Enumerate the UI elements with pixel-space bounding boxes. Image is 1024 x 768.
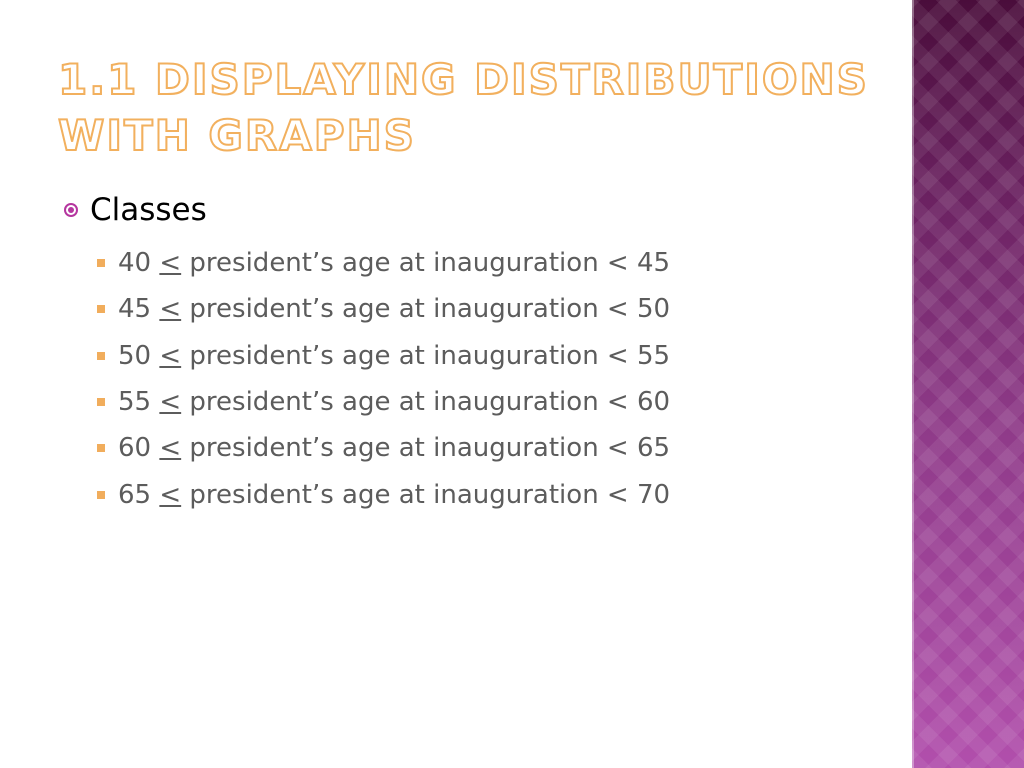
square-bullet-icon — [97, 398, 105, 407]
bullet-item-classes: Classes — [64, 188, 894, 232]
class-lower-bound: 40 — [118, 248, 152, 279]
bullet-text: Classes — [90, 192, 207, 228]
less-equal-sign: < — [159, 387, 182, 418]
list-item: 55 < president’s age at inauguration < 6… — [97, 379, 894, 425]
decorative-side-panel — [912, 0, 1024, 768]
class-upper-bound: 60 — [636, 387, 671, 418]
slide-title: 1.1 Displaying Distributions with Graphs — [57, 52, 898, 164]
class-lower-bound: 45 — [118, 294, 152, 325]
class-lower-bound: 55 — [118, 387, 152, 418]
class-description: president’s age at inauguration < — [181, 294, 637, 325]
slide-title-line-1: 1.1 Displaying Distributions — [57, 54, 869, 105]
square-bullet-icon — [97, 305, 105, 314]
less-equal-sign: < — [159, 294, 182, 325]
square-bullet-icon — [97, 259, 105, 268]
diamond-pattern — [912, 0, 1024, 768]
class-description: president’s age at inauguration < — [181, 479, 637, 510]
panel-divider — [912, 0, 914, 768]
circled-dot-icon — [64, 203, 78, 217]
square-bullet-icon — [97, 351, 105, 360]
slide-title-line-2: with Graphs — [57, 110, 416, 161]
class-description: president’s age at inauguration < — [181, 340, 637, 371]
square-bullet-icon — [97, 490, 105, 499]
list-item: 40 < president’s age at inauguration < 4… — [97, 240, 894, 286]
less-equal-sign: < — [159, 479, 182, 510]
class-upper-bound: 45 — [636, 248, 671, 279]
class-list: 40 < president’s age at inauguration < 4… — [64, 240, 894, 518]
list-item: 60 < president’s age at inauguration < 6… — [97, 425, 894, 471]
list-item: 65 < president’s age at inauguration < 7… — [97, 471, 894, 517]
class-description: president’s age at inauguration < — [181, 248, 637, 279]
less-equal-sign: < — [159, 433, 182, 464]
class-description: president’s age at inauguration < — [181, 433, 637, 464]
list-item: 50 < president’s age at inauguration < 5… — [97, 333, 894, 379]
class-upper-bound: 65 — [636, 433, 671, 464]
class-upper-bound: 55 — [636, 340, 671, 371]
class-lower-bound: 60 — [118, 433, 152, 464]
class-upper-bound: 70 — [636, 479, 671, 510]
class-lower-bound: 65 — [118, 479, 152, 510]
less-equal-sign: < — [159, 340, 182, 371]
class-description: president’s age at inauguration < — [181, 387, 637, 418]
square-bullet-icon — [97, 444, 105, 453]
class-upper-bound: 50 — [636, 294, 671, 325]
class-lower-bound: 50 — [118, 340, 152, 371]
list-item: 45 < president’s age at inauguration < 5… — [97, 286, 894, 332]
less-equal-sign: < — [159, 248, 182, 279]
slide-body: Classes 40 < president’s age at inaugura… — [64, 188, 894, 518]
